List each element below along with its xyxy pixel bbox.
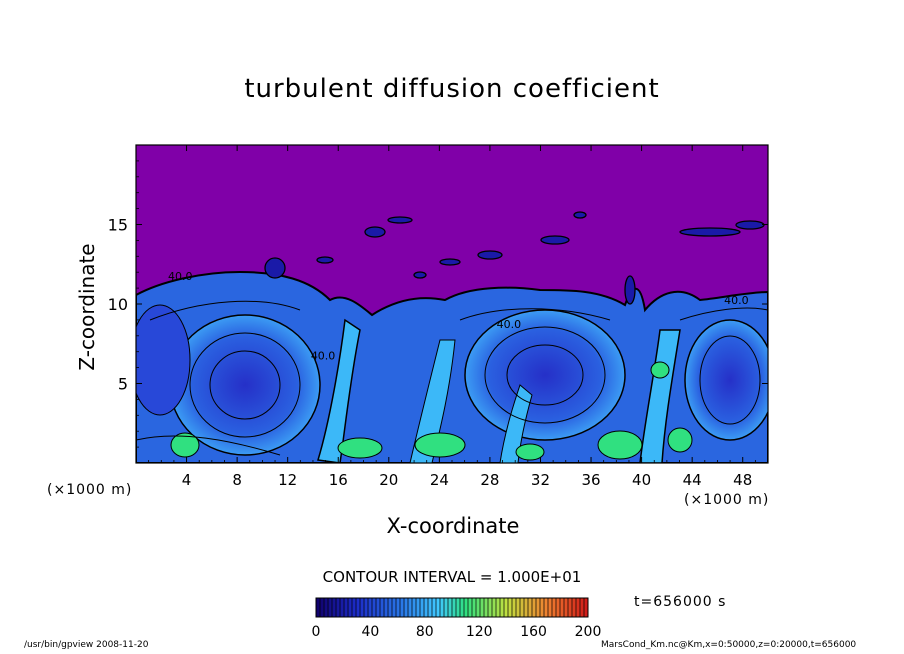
colorbar-tick-label: 160 (520, 624, 547, 640)
y-tick-label: 5 (118, 375, 128, 394)
time-label: t=656000 s (634, 594, 727, 610)
x-tick-label: 16 (329, 471, 348, 489)
hotspot-6 (667, 427, 693, 453)
eddy-cell-1 (169, 314, 321, 456)
upper-blobs (264, 211, 765, 305)
x-tick-label: 12 (278, 471, 297, 489)
colorbar-tick-label: 0 (312, 624, 321, 640)
y-tick-label: 15 (108, 216, 128, 235)
y-tick-label: 10 (108, 295, 128, 314)
colorbar-tick-label: 40 (361, 624, 379, 640)
x-unit-label-right: (×1000 m) (684, 492, 770, 508)
colorbar (315, 597, 589, 618)
turbulent-layer (136, 270, 768, 463)
x-axis-label: X-coordinate (0, 514, 904, 538)
contour-label: 40.0 (311, 350, 336, 363)
colorbar-tick-label: 200 (575, 624, 602, 640)
hotspot-5 (597, 430, 643, 460)
colorbar-tick-label: 120 (466, 624, 493, 640)
contour-label-layer: 40.0 40.0 40.0 40.0 (168, 270, 749, 363)
hotspot-4 (515, 443, 545, 461)
plume-band-3 (639, 329, 681, 463)
x-tick-label: 44 (683, 471, 702, 489)
footer-left: /usr/bin/gpview 2008-11-20 (24, 640, 149, 650)
contour-label: 40.0 (724, 294, 749, 307)
x-axis-label-text: X-coordinate (386, 514, 520, 538)
x-tick-label: 48 (733, 471, 752, 489)
eddy-cell-3 (684, 319, 768, 441)
hotspot-1 (170, 432, 200, 458)
hotspot-7 (650, 361, 670, 379)
eddy-cell-4 (136, 304, 191, 416)
y-axis-label: Z-coordinate (75, 243, 99, 371)
y-tick-layer: 5 10 15 (108, 160, 768, 448)
x-tick-label: 32 (531, 471, 550, 489)
x-tick-label: 8 (232, 471, 242, 489)
x-tick-label: 36 (581, 471, 600, 489)
colorbar-tick-label: 80 (416, 624, 434, 640)
x-tick-label: 4 (182, 471, 192, 489)
plot-frame (135, 144, 769, 464)
contour-label: 40.0 (497, 318, 522, 331)
plume-band-1 (317, 318, 361, 463)
contour-lines (136, 300, 768, 456)
x-tick-label: 20 (379, 471, 398, 489)
contour-label: 40.0 (168, 270, 193, 283)
x-tick-label: 24 (430, 471, 449, 489)
field-layer (136, 145, 768, 463)
contour-interval-text: CONTOUR INTERVAL = 1.000E+01 (322, 568, 582, 586)
colorbar-stripes (319, 598, 585, 617)
hotspot-3 (414, 432, 466, 458)
contour-interval: CONTOUR INTERVAL = 1.000E+01 (0, 568, 904, 586)
x-tick-label: 40 (632, 471, 651, 489)
plume-band-2 (409, 339, 456, 463)
x-tick-label: 28 (480, 471, 499, 489)
colorbar-tick-layer: 0 40 80 120 160 200 (312, 624, 602, 640)
x-unit-label-left: (×1000 m) (47, 482, 133, 498)
footer-right: MarsCond_Km.nc@Km,x=0:50000,z=0:20000,t=… (601, 640, 857, 650)
background-field (136, 145, 768, 463)
chart-title: turbulent diffusion coefficient (244, 74, 660, 104)
x-tick-layer: 4 8 12 16 20 24 28 32 36 40 44 48 (148, 145, 756, 489)
plume-band-4 (499, 384, 533, 463)
hotspot-2 (337, 437, 383, 459)
eddy-cell-2 (464, 309, 626, 441)
